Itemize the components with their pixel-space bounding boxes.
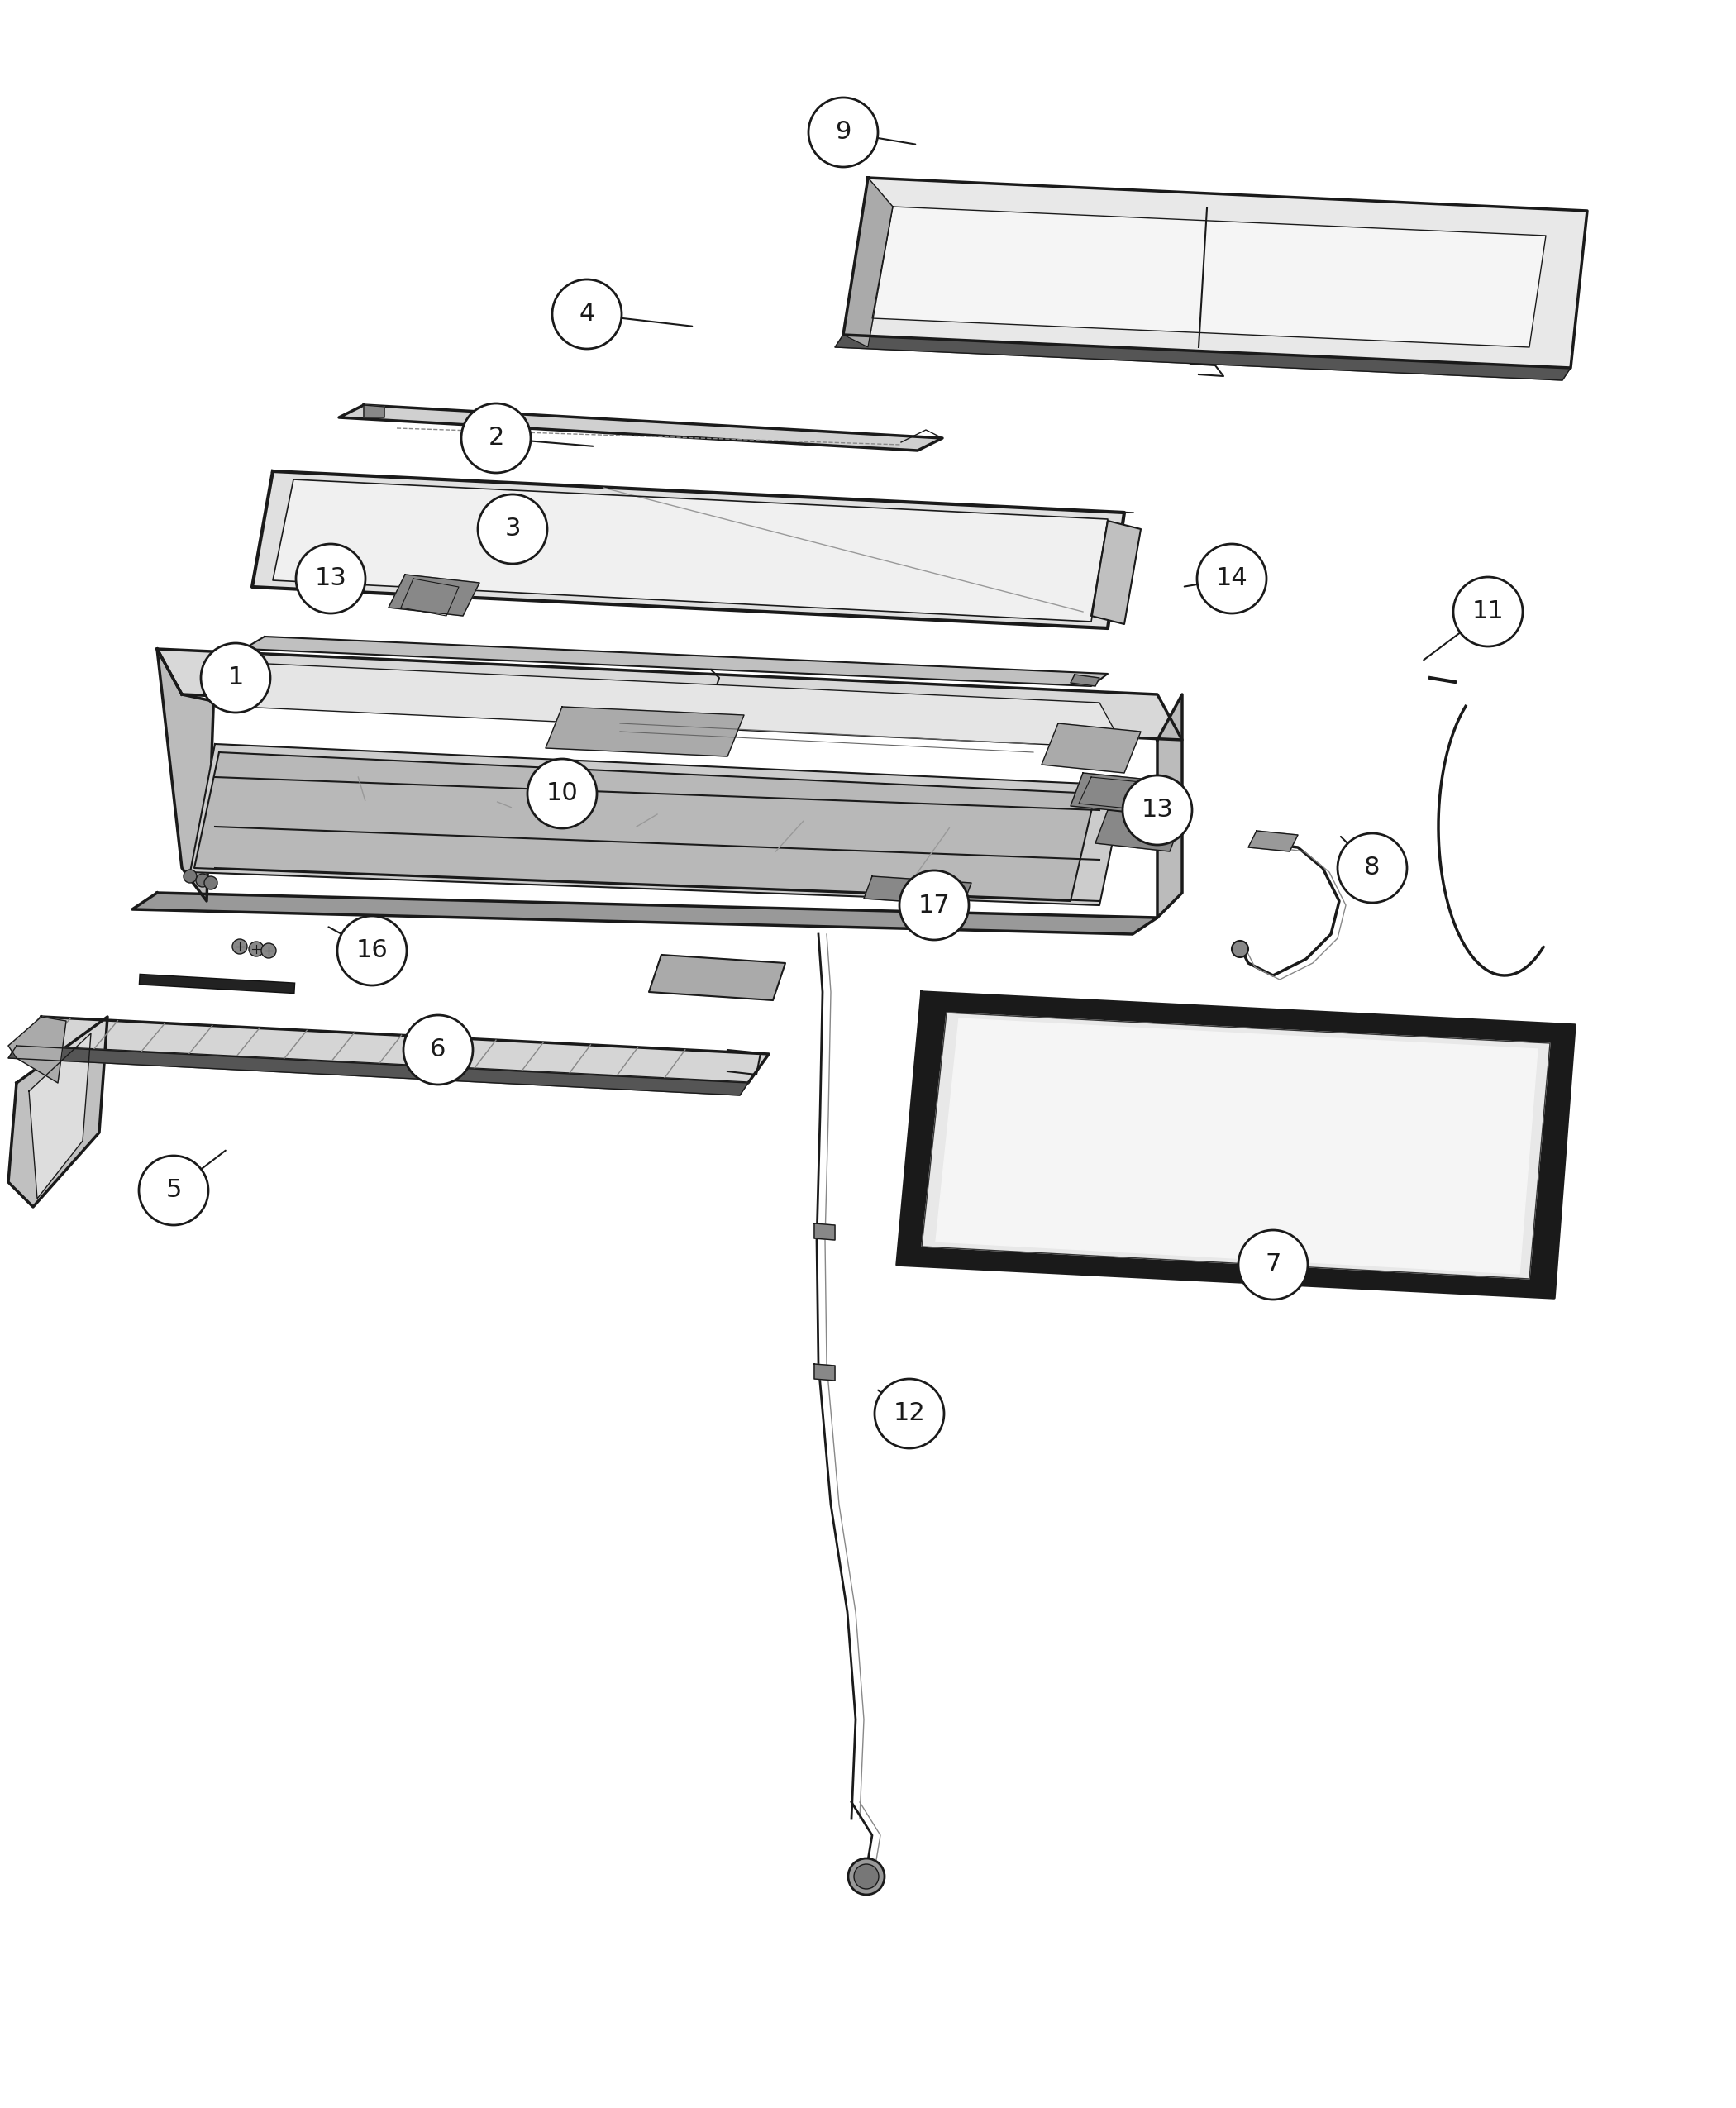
Polygon shape <box>865 877 972 904</box>
Circle shape <box>849 1859 885 1895</box>
Circle shape <box>233 938 247 955</box>
Polygon shape <box>389 575 479 616</box>
Polygon shape <box>191 744 1125 904</box>
Polygon shape <box>9 1016 108 1208</box>
Text: 9: 9 <box>835 120 851 143</box>
Text: 6: 6 <box>431 1037 446 1062</box>
Circle shape <box>184 871 196 883</box>
Text: 11: 11 <box>1472 601 1503 624</box>
Polygon shape <box>922 1012 1550 1280</box>
Circle shape <box>462 403 531 472</box>
Polygon shape <box>871 207 1545 348</box>
Polygon shape <box>194 753 1095 900</box>
Circle shape <box>260 942 276 959</box>
Text: 10: 10 <box>547 782 578 805</box>
Polygon shape <box>898 993 1575 1299</box>
Polygon shape <box>844 177 1587 369</box>
Text: 7: 7 <box>1266 1252 1281 1277</box>
Circle shape <box>295 544 365 613</box>
Polygon shape <box>156 649 240 900</box>
Polygon shape <box>9 1016 66 1084</box>
Circle shape <box>1233 940 1248 957</box>
Polygon shape <box>339 405 943 451</box>
Polygon shape <box>156 649 1182 740</box>
Polygon shape <box>132 894 1158 934</box>
Polygon shape <box>649 955 785 1001</box>
Text: 12: 12 <box>894 1402 925 1425</box>
Polygon shape <box>545 706 745 757</box>
Polygon shape <box>1158 694 1182 917</box>
Circle shape <box>201 643 271 713</box>
Circle shape <box>528 759 597 828</box>
Polygon shape <box>365 405 384 417</box>
Text: 8: 8 <box>1364 856 1380 879</box>
Circle shape <box>477 495 547 563</box>
Polygon shape <box>252 472 1125 628</box>
Polygon shape <box>1071 774 1165 814</box>
Text: 13: 13 <box>1141 799 1174 822</box>
Polygon shape <box>1071 675 1099 685</box>
Text: 16: 16 <box>356 938 389 963</box>
Polygon shape <box>835 335 1571 379</box>
Circle shape <box>875 1379 944 1448</box>
Circle shape <box>854 1863 878 1889</box>
Text: 5: 5 <box>165 1178 182 1202</box>
Circle shape <box>552 280 621 348</box>
Polygon shape <box>936 1018 1538 1273</box>
Circle shape <box>899 871 969 940</box>
Polygon shape <box>273 479 1108 622</box>
Polygon shape <box>844 177 892 348</box>
Circle shape <box>205 877 217 890</box>
Polygon shape <box>1042 723 1141 774</box>
Polygon shape <box>1248 831 1299 852</box>
Text: 4: 4 <box>578 301 595 327</box>
Circle shape <box>809 97 878 167</box>
Circle shape <box>337 917 406 984</box>
Circle shape <box>1337 833 1406 902</box>
Circle shape <box>1453 578 1522 647</box>
Text: 13: 13 <box>314 567 347 590</box>
Polygon shape <box>1095 809 1182 852</box>
Polygon shape <box>30 1033 90 1199</box>
Circle shape <box>403 1016 472 1086</box>
Text: 1: 1 <box>227 666 243 689</box>
Text: 3: 3 <box>505 516 521 542</box>
Circle shape <box>196 875 208 887</box>
Polygon shape <box>215 662 1125 748</box>
Polygon shape <box>814 1364 835 1381</box>
Circle shape <box>1123 776 1193 845</box>
Polygon shape <box>814 1223 835 1240</box>
Polygon shape <box>1092 521 1141 624</box>
Circle shape <box>248 942 264 957</box>
Polygon shape <box>243 637 1108 685</box>
Circle shape <box>1198 544 1267 613</box>
Polygon shape <box>17 1016 769 1084</box>
Text: 2: 2 <box>488 426 503 451</box>
Polygon shape <box>9 1046 748 1096</box>
Text: 14: 14 <box>1215 567 1248 590</box>
Text: 17: 17 <box>918 894 950 917</box>
Circle shape <box>1238 1231 1307 1299</box>
Circle shape <box>139 1155 208 1225</box>
